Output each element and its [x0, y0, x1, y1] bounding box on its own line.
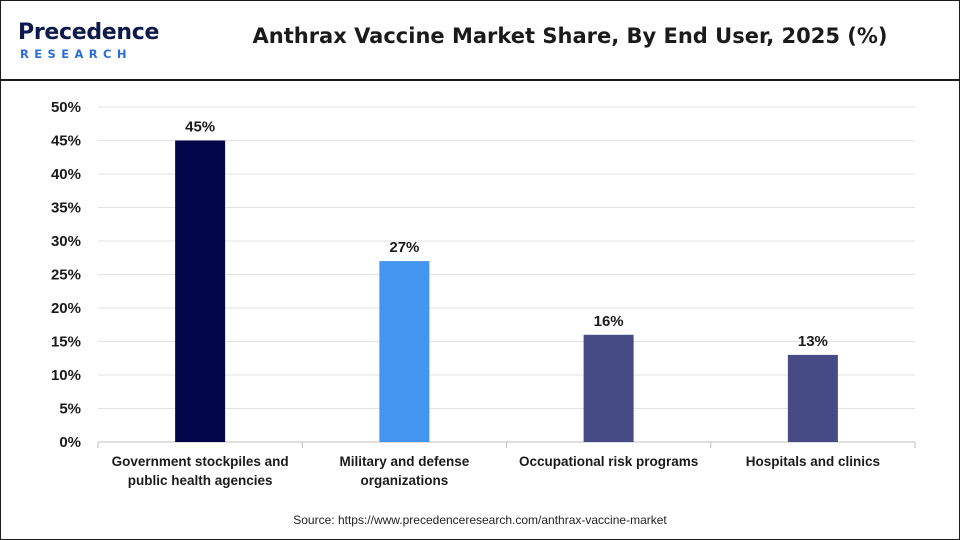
brand-logo: Precedence RESEARCH: [18, 20, 168, 62]
header-divider: [0, 79, 960, 81]
y-tick-label: 50%: [51, 99, 81, 116]
y-tick-label: 25%: [51, 267, 81, 284]
y-tick-label: 35%: [51, 200, 81, 217]
chart-title: Anthrax Vaccine Market Share, By End Use…: [252, 24, 888, 48]
x-tick-label: Government stockpiles and: [112, 454, 289, 469]
bar: [787, 354, 838, 442]
source-note: Source: https://www.precedenceresearch.c…: [293, 513, 667, 527]
y-tick-label: 15%: [51, 334, 81, 351]
data-label: 16%: [594, 313, 624, 330]
x-tick-label: Hospitals and clinics: [746, 454, 880, 469]
x-tick-label: Occupational risk programs: [519, 454, 698, 469]
y-tick-label: 0%: [59, 434, 81, 451]
data-label: 45%: [185, 119, 215, 136]
logo-subtitle: RESEARCH: [20, 47, 132, 61]
y-tick-label: 45%: [51, 133, 81, 150]
y-tick-label: 10%: [51, 367, 81, 384]
bar: [175, 140, 226, 442]
y-tick-label: 40%: [51, 166, 81, 183]
x-tick-label: Military and defense: [339, 454, 469, 469]
bar: [583, 334, 634, 442]
data-label: 13%: [798, 333, 828, 350]
bar: [379, 261, 430, 442]
x-tick-label: organizations: [360, 473, 448, 488]
y-tick-label: 30%: [51, 233, 81, 250]
y-tick-label: 5%: [59, 401, 81, 418]
y-tick-label: 20%: [51, 300, 81, 317]
data-label: 27%: [389, 239, 419, 256]
x-tick-label: public health agencies: [128, 473, 273, 488]
header: Precedence RESEARCH Anthrax Vaccine Mark…: [0, 0, 960, 80]
logo-wordmark: Precedence: [18, 20, 160, 45]
